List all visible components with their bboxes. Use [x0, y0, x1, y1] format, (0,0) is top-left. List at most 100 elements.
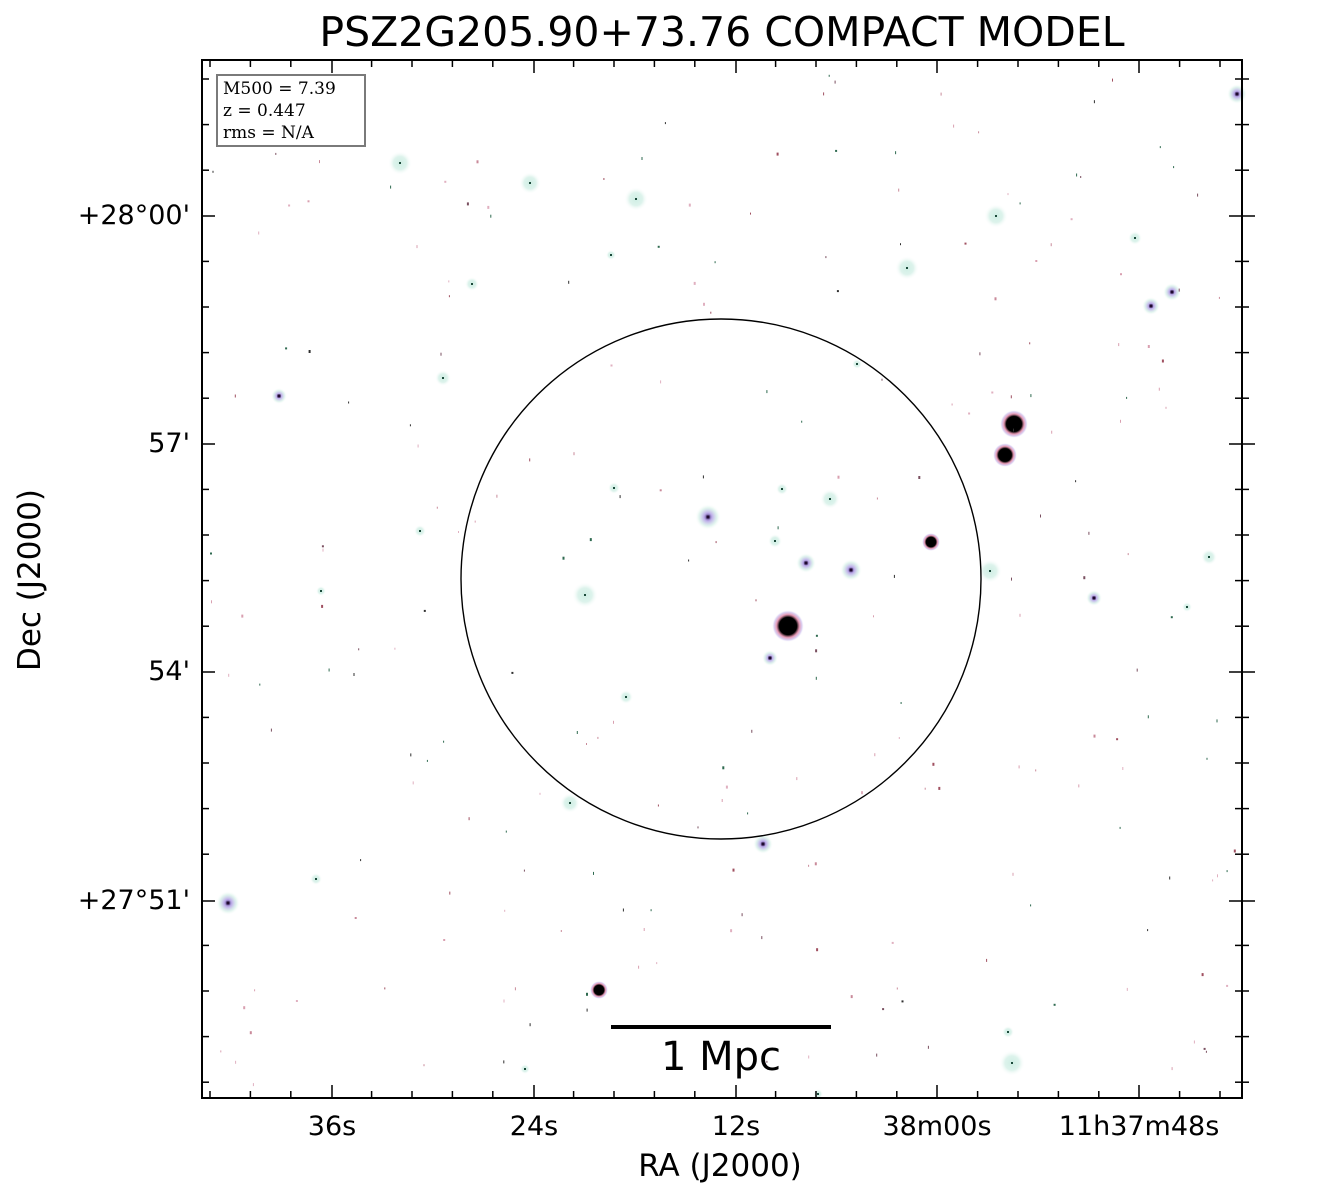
noise-pixel	[448, 295, 450, 298]
noise-pixel	[1203, 1047, 1206, 1050]
source-core	[768, 656, 772, 660]
noise-pixel	[1030, 394, 1032, 398]
noise-pixel	[730, 929, 733, 933]
noise-pixel	[776, 152, 779, 156]
noise-pixel	[308, 350, 311, 353]
noise-pixel	[938, 786, 941, 790]
noise-pixel	[254, 989, 256, 992]
noise-pixel	[258, 231, 260, 235]
noise-pixel	[523, 869, 525, 872]
noise-pixel	[1147, 929, 1149, 932]
source-core	[849, 568, 853, 572]
noise-pixel	[660, 380, 662, 384]
noise-pixel	[1173, 166, 1175, 169]
noise-pixel	[741, 913, 743, 917]
noise-pixel	[505, 830, 507, 833]
noise-pixel	[390, 185, 392, 189]
noise-pixel	[539, 792, 541, 795]
noise-pixel	[1217, 874, 1218, 878]
source-core	[829, 498, 831, 500]
noise-pixel	[1233, 849, 1236, 853]
noise-pixel	[354, 917, 357, 919]
noise-pixel	[895, 151, 897, 155]
noise-pixel	[249, 1031, 252, 1035]
source-core	[320, 590, 322, 592]
noise-pixel	[814, 862, 817, 866]
bright-source	[1000, 410, 1028, 438]
ra-tick-label-12s: 12s	[711, 1111, 761, 1142]
noise-pixel	[650, 909, 652, 912]
source-layer	[216, 84, 1247, 1099]
noise-pixel	[755, 599, 757, 602]
noise-pixel	[968, 412, 971, 415]
noise-pixel	[443, 939, 446, 941]
noise-pixel	[825, 256, 827, 259]
noise-pixel	[721, 799, 723, 802]
noise-pixel	[619, 495, 621, 499]
noise-pixel	[657, 804, 659, 807]
noise-pixel	[384, 987, 386, 990]
noise-pixel	[1093, 100, 1095, 104]
noise-pixel	[882, 1008, 885, 1011]
source-core	[995, 215, 997, 217]
noise-pixel	[815, 649, 818, 653]
noise-pixel	[560, 930, 562, 932]
noise-pixel	[321, 604, 324, 608]
noise-pixel	[568, 280, 570, 284]
noise-pixel	[657, 245, 660, 248]
ra-tick-label-36s: 36s	[307, 1111, 357, 1142]
noise-pixel	[1127, 553, 1129, 556]
noise-pixel	[1076, 173, 1078, 177]
noise-pixel	[1030, 904, 1032, 907]
source-core	[613, 487, 615, 489]
noise-pixel	[722, 766, 725, 770]
source-core	[584, 594, 586, 596]
bright-source	[772, 610, 804, 642]
noise-pixel	[732, 868, 735, 872]
noise-pixel	[1116, 738, 1119, 741]
noise-pixel	[353, 673, 355, 676]
noise-pixel	[410, 753, 412, 757]
noise-pixel	[823, 92, 825, 96]
noise-pixel	[1147, 715, 1149, 719]
noise-pixel	[1070, 218, 1073, 221]
source-core	[1235, 92, 1239, 96]
noise-pixel	[468, 817, 470, 821]
noise-pixel	[1050, 243, 1052, 247]
source-core	[804, 561, 808, 565]
noise-pixel	[828, 74, 830, 77]
noise-pixel	[529, 458, 531, 462]
source-core	[1011, 1062, 1013, 1064]
noise-pixel	[836, 290, 839, 293]
noise-pixel	[514, 987, 516, 991]
noise-pixel	[259, 683, 261, 686]
noise-pixel	[496, 494, 498, 498]
noise-pixel	[1178, 288, 1180, 292]
noise-pixel	[1159, 146, 1161, 149]
noise-pixel	[1193, 1040, 1195, 1044]
noise-pixel	[940, 92, 942, 96]
noise-pixel	[1088, 531, 1090, 535]
noise-pixel	[978, 131, 980, 134]
ra-tick-label-11h37m48s: 11h37m48s	[1058, 1111, 1220, 1142]
noise-pixel	[1019, 202, 1021, 205]
noise-pixel	[1226, 870, 1228, 873]
noise-pixel	[702, 475, 704, 479]
noise-pixel	[761, 936, 763, 940]
source-core	[610, 254, 612, 256]
noise-pixel	[1118, 343, 1120, 347]
source-core	[1208, 556, 1210, 558]
noise-pixel	[1112, 78, 1113, 82]
noise-pixel	[443, 740, 445, 743]
noise-pixel	[285, 347, 288, 350]
source-core	[761, 842, 765, 846]
noise-pixel	[873, 615, 874, 618]
noise-pixel	[358, 648, 360, 651]
x-axis-title: RA (J2000)	[638, 1148, 802, 1184]
noise-pixel	[688, 559, 690, 562]
source-core	[774, 540, 776, 542]
source-core	[1186, 606, 1188, 608]
noise-pixel	[487, 205, 490, 209]
noise-pixel	[1158, 387, 1160, 391]
